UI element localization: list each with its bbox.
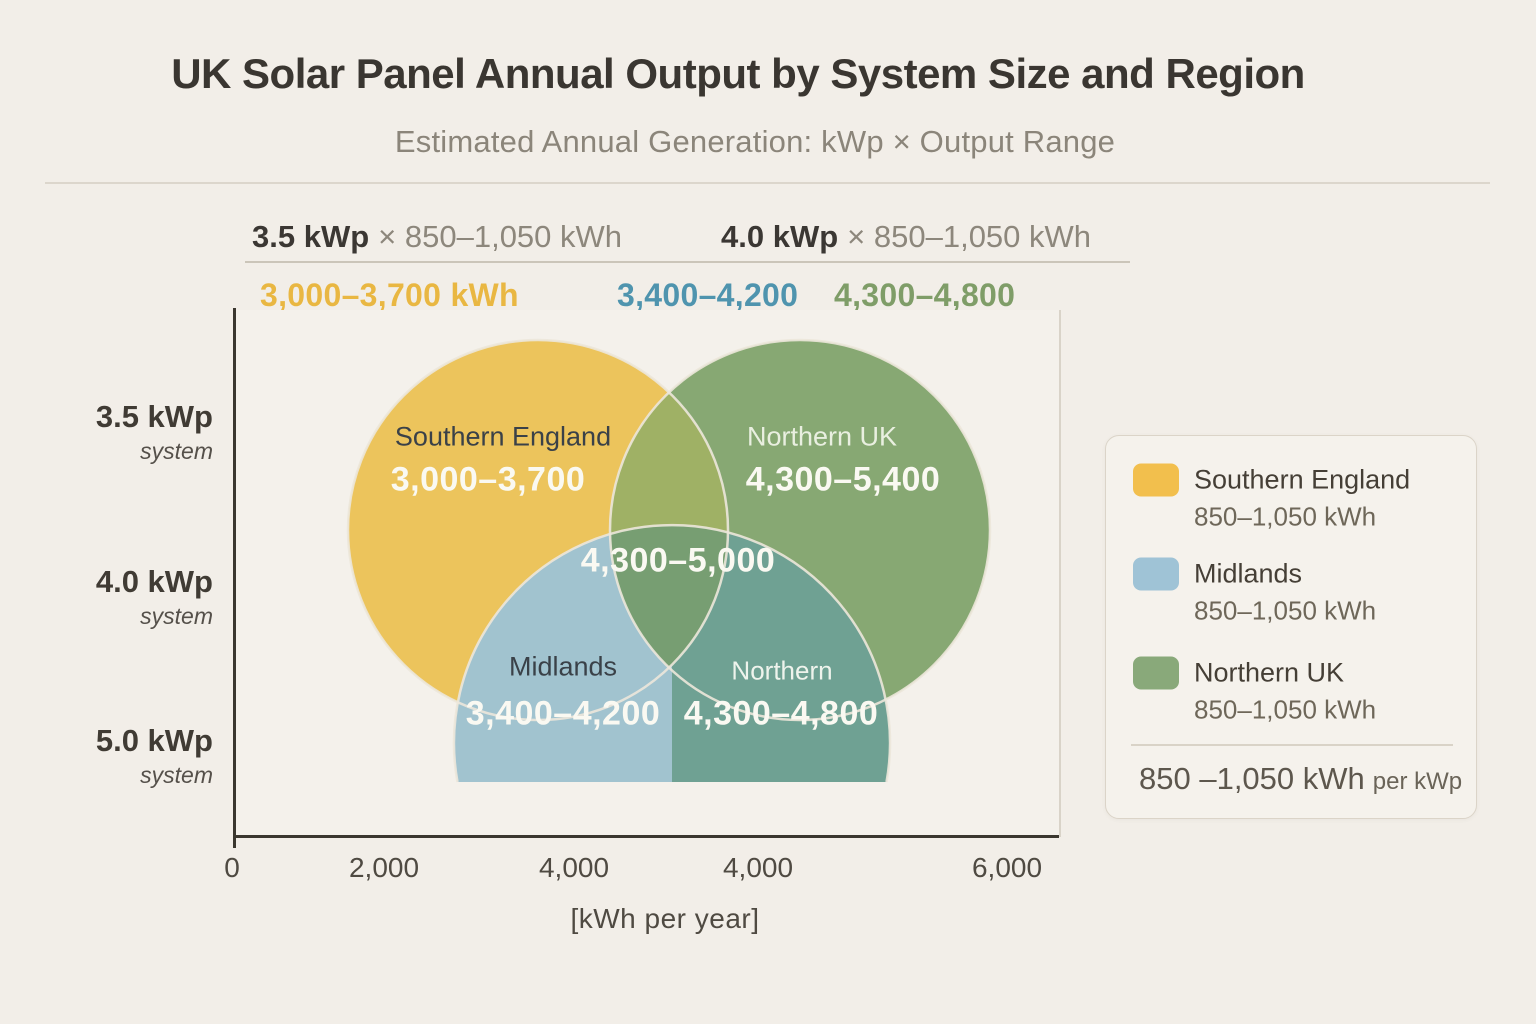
legend-swatch-midlands — [1133, 557, 1179, 591]
y-label-4-0kwp: 4.0 kWp system — [30, 564, 213, 630]
venn-label-midlands: Midlands — [508, 651, 618, 682]
page-title: UK Solar Panel Annual Output by System S… — [171, 50, 1305, 97]
northern-uk-outline — [608, 338, 992, 722]
y-label-sub: system — [140, 603, 213, 629]
y-label-sub: system — [140, 762, 213, 788]
y-axis-line — [233, 308, 236, 848]
formula-output-range: × 850–1,050 kWh — [847, 219, 1092, 254]
legend-footer-unit: per kWp — [1372, 768, 1463, 795]
legend-footer: 850 –1,050 kWh per kWp — [1139, 761, 1462, 797]
formula-output-range: × 850–1,050 kWh — [378, 219, 623, 254]
formula-4-0kwp: 4.0 kWp × 850–1,050 kWh — [721, 219, 1091, 255]
venn-value-center-overlap: 4,300–5,000 — [580, 541, 776, 580]
formula-3-5kwp: 3.5 kWp × 850–1,050 kWh — [252, 219, 622, 255]
x-axis-line — [233, 835, 1059, 838]
x-tick-4000: 4,000 — [538, 852, 610, 883]
formula-divider — [245, 261, 1130, 263]
legend-label-northern-uk: Northern UK — [1194, 657, 1345, 688]
x-axis-label: [kWh per year] — [570, 903, 760, 934]
venn-value-midlands: 3,400–4,200 — [465, 694, 661, 733]
formula-kwp-value: 3.5 kWp — [252, 219, 370, 254]
legend-swatch-northern-uk — [1133, 656, 1179, 690]
x-tick-6000: 6,000 — [971, 852, 1043, 883]
x-tick-2000: 2,000 — [348, 852, 420, 883]
southern-england-outline — [346, 338, 730, 722]
legend-label-southern-england: Southern England — [1194, 464, 1411, 495]
page-subtitle: Estimated Annual Generation: kWp × Outpu… — [394, 124, 1116, 159]
range-southern-england: 3,000–3,700 kWh — [260, 277, 519, 313]
y-label-sub: system — [140, 438, 213, 464]
venn-label-northern: Northern — [731, 655, 833, 686]
y-label-size: 3.5 kWp — [95, 399, 213, 434]
formula-kwp-value: 4.0 kWp — [721, 219, 839, 254]
legend-range-midlands: 850–1,050 kWh — [1194, 595, 1377, 626]
legend-footer-range: 850 –1,050 kWh — [1139, 761, 1365, 796]
y-label-5-0kwp: 5.0 kWp system — [30, 723, 213, 789]
venn-value-southern-england: 3,000–3,700 — [390, 460, 586, 499]
y-label-size: 4.0 kWp — [95, 564, 213, 599]
venn-value-northern: 4,300–4,800 — [683, 694, 879, 733]
legend-label-midlands: Midlands — [1194, 558, 1303, 589]
venn-value-northern-uk: 4,300–5,400 — [745, 460, 941, 499]
x-tick-4000b: 4,000 — [722, 852, 794, 883]
x-tick-0: 0 — [224, 852, 240, 883]
y-label-3-5kwp: 3.5 kWp system — [30, 399, 213, 465]
venn-diagram — [346, 338, 992, 783]
venn-label-southern-england: Southern England — [394, 421, 612, 452]
header-divider — [45, 182, 1490, 184]
range-northern-uk: 4,300–4,800 — [834, 277, 1016, 313]
bottom-circle-outline — [452, 523, 892, 783]
legend: Southern England 850–1,050 kWh Midlands … — [1105, 435, 1477, 819]
legend-divider — [1131, 744, 1453, 746]
legend-range-northern-uk: 850–1,050 kWh — [1194, 694, 1377, 725]
legend-swatch-southern-england — [1133, 463, 1179, 497]
range-midlands: 3,400–4,200 — [617, 277, 799, 313]
legend-range-southern-england: 850–1,050 kWh — [1194, 501, 1377, 532]
venn-label-northern-uk: Northern UK — [746, 421, 898, 452]
y-label-size: 5.0 kWp — [95, 723, 213, 758]
